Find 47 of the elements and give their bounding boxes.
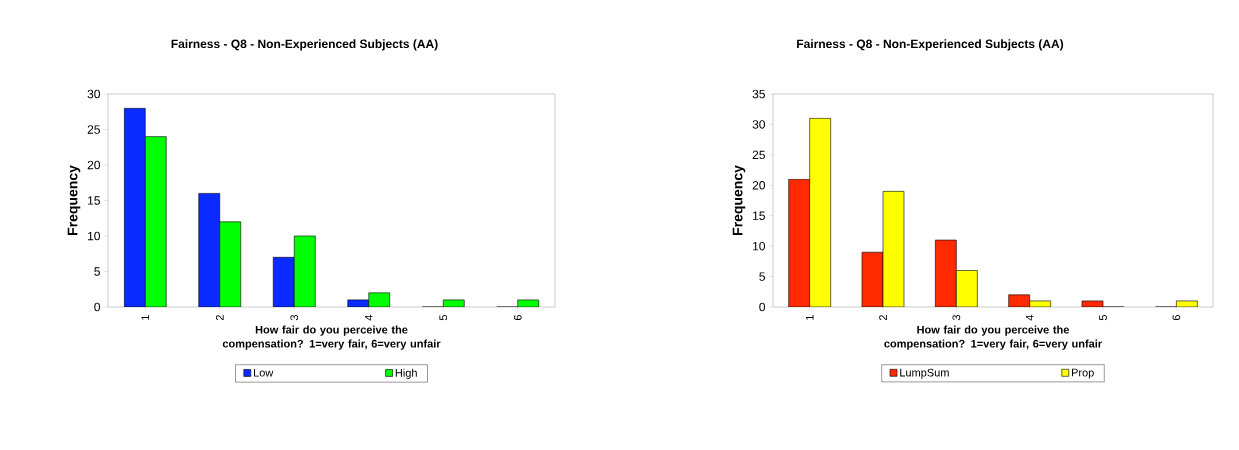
y-axis-title: Frequency [67,165,81,235]
bar [788,178,810,307]
y-tick-label: 30 [87,89,101,99]
y-tick-label: 10 [753,241,766,251]
bar [956,270,978,307]
y-tick-label: 25 [752,150,765,160]
chart-title: Fairness - Q8 - Non-Experienced Subjects (AA) [797,39,1064,51]
bar [219,221,241,307]
y-axis-title: Frequency [732,165,746,235]
y-tick-label: 20 [87,160,101,170]
legend-label: Low [254,368,274,377]
x-tick-label: 3 [290,315,299,321]
bar [935,239,957,307]
bar [809,118,831,307]
bar [198,193,220,307]
bar [272,257,295,307]
y-tick-label: 30 [752,120,766,129]
x-tick-label: 6 [513,315,522,321]
y-tick-label: 5 [759,272,765,281]
x-tick-label: 5 [439,315,448,321]
x-tick-label: 4 [1025,314,1034,321]
bar [144,136,167,307]
legend-label: Prop [1071,368,1094,379]
y-tick-label: 15 [88,196,100,205]
x-tick-label: 6 [1172,315,1181,321]
y-tick-label: 35 [752,89,765,99]
x-axis-title: How fair do you perceive the compensation? 1=very fair, 6=very unfair [884,325,1102,350]
bar [293,235,316,307]
x-tick-label: 1 [141,315,150,320]
x-axis-title: How fair do you perceive the compensation? 1=very fair, 6=very unfair [222,325,441,350]
x-tick-label: 4 [364,314,373,321]
x-tick-label: 3 [952,315,961,321]
y-tick-label: 25 [87,125,100,134]
bar [123,107,146,307]
x-tick-label: 2 [879,315,887,321]
x-tick-label: 2 [215,315,224,321]
y-tick-label: 10 [88,231,101,241]
chart-title: Fairness - Q8 - Non-Experienced Subjects (AA) [171,39,438,51]
y-tick-label: 20 [752,181,766,190]
y-tick-label: 5 [94,267,100,276]
legend-label: High [395,368,417,379]
y-tick-label: 0 [94,302,101,312]
x-tick-label: 1 [805,315,814,320]
y-tick-label: 15 [753,211,765,220]
y-tick-label: 0 [759,302,766,312]
x-tick-label: 5 [1099,315,1107,321]
legend-label: LumpSum [900,368,949,379]
